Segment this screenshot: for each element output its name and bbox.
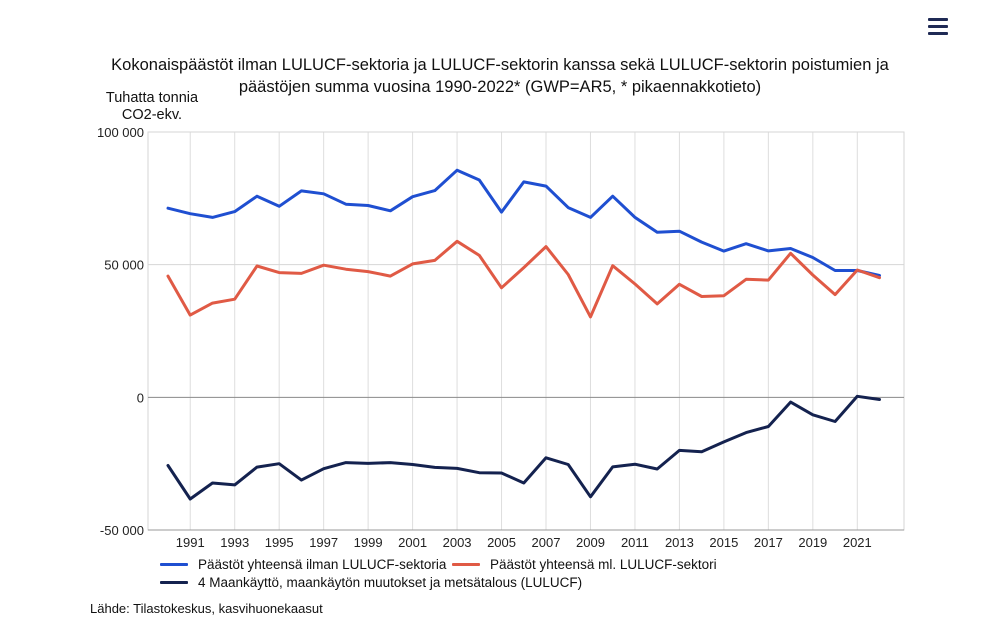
legend-swatch xyxy=(452,563,480,566)
x-tick-label: 1999 xyxy=(354,535,383,550)
legend-label: 4 Maankäyttö, maankäytön muutokset ja me… xyxy=(198,575,583,590)
y-tick-label: -50 000 xyxy=(100,523,144,538)
hamburger-icon-bar xyxy=(928,31,948,35)
series-line-1 xyxy=(166,239,881,319)
x-tick-label: 2017 xyxy=(754,535,783,550)
x-tick-label: 2009 xyxy=(576,535,605,550)
legend-item-0[interactable]: Päästöt yhteensä ilman LULUCF-sektoria xyxy=(160,557,446,572)
y-tick-label: 100 000 xyxy=(97,125,144,140)
x-tick-label: 1993 xyxy=(220,535,249,550)
x-tick-label: 2011 xyxy=(621,535,649,550)
x-tick-label: 2013 xyxy=(665,535,694,550)
legend-item-1[interactable]: Päästöt yhteensä ml. LULUCF-sektori xyxy=(452,557,717,572)
x-tick-label: 1991 xyxy=(176,535,205,550)
legend-label: Päästöt yhteensä ilman LULUCF-sektoria xyxy=(198,557,447,572)
legend-label: Päästöt yhteensä ml. LULUCF-sektori xyxy=(490,557,717,572)
x-tick-label: 2021 xyxy=(843,535,872,550)
x-tick-label: 1997 xyxy=(309,535,338,550)
x-tick-label: 2005 xyxy=(487,535,516,550)
hamburger-icon-bar xyxy=(928,24,948,28)
legend-swatch xyxy=(160,563,188,566)
x-tick-label: 2001 xyxy=(398,535,427,550)
series-line-2 xyxy=(166,394,881,501)
source-note: Lähde: Tilastokeskus, kasvihuonekaasut xyxy=(90,601,323,616)
x-tick-label: 2015 xyxy=(709,535,738,550)
series-line-0 xyxy=(166,168,881,277)
menu-button[interactable] xyxy=(924,12,954,40)
legend-swatch xyxy=(160,581,188,584)
legend-item-2[interactable]: 4 Maankäyttö, maankäytön muutokset ja me… xyxy=(160,575,582,590)
x-tick-label: 2003 xyxy=(443,535,472,550)
x-tick-label: 2007 xyxy=(532,535,561,550)
chart-title: Kokonaispäästöt ilman LULUCF-sektoria ja… xyxy=(111,56,889,96)
y-axis-label: Tuhatta tonnia CO2-ekv. xyxy=(105,90,199,123)
hamburger-icon xyxy=(928,17,948,21)
x-tick-label: 2019 xyxy=(798,535,827,550)
plot-area xyxy=(147,131,905,531)
x-tick-label: 1995 xyxy=(265,535,294,550)
y-tick-label: 50 000 xyxy=(104,258,144,273)
y-tick-label: 0 xyxy=(137,390,144,405)
